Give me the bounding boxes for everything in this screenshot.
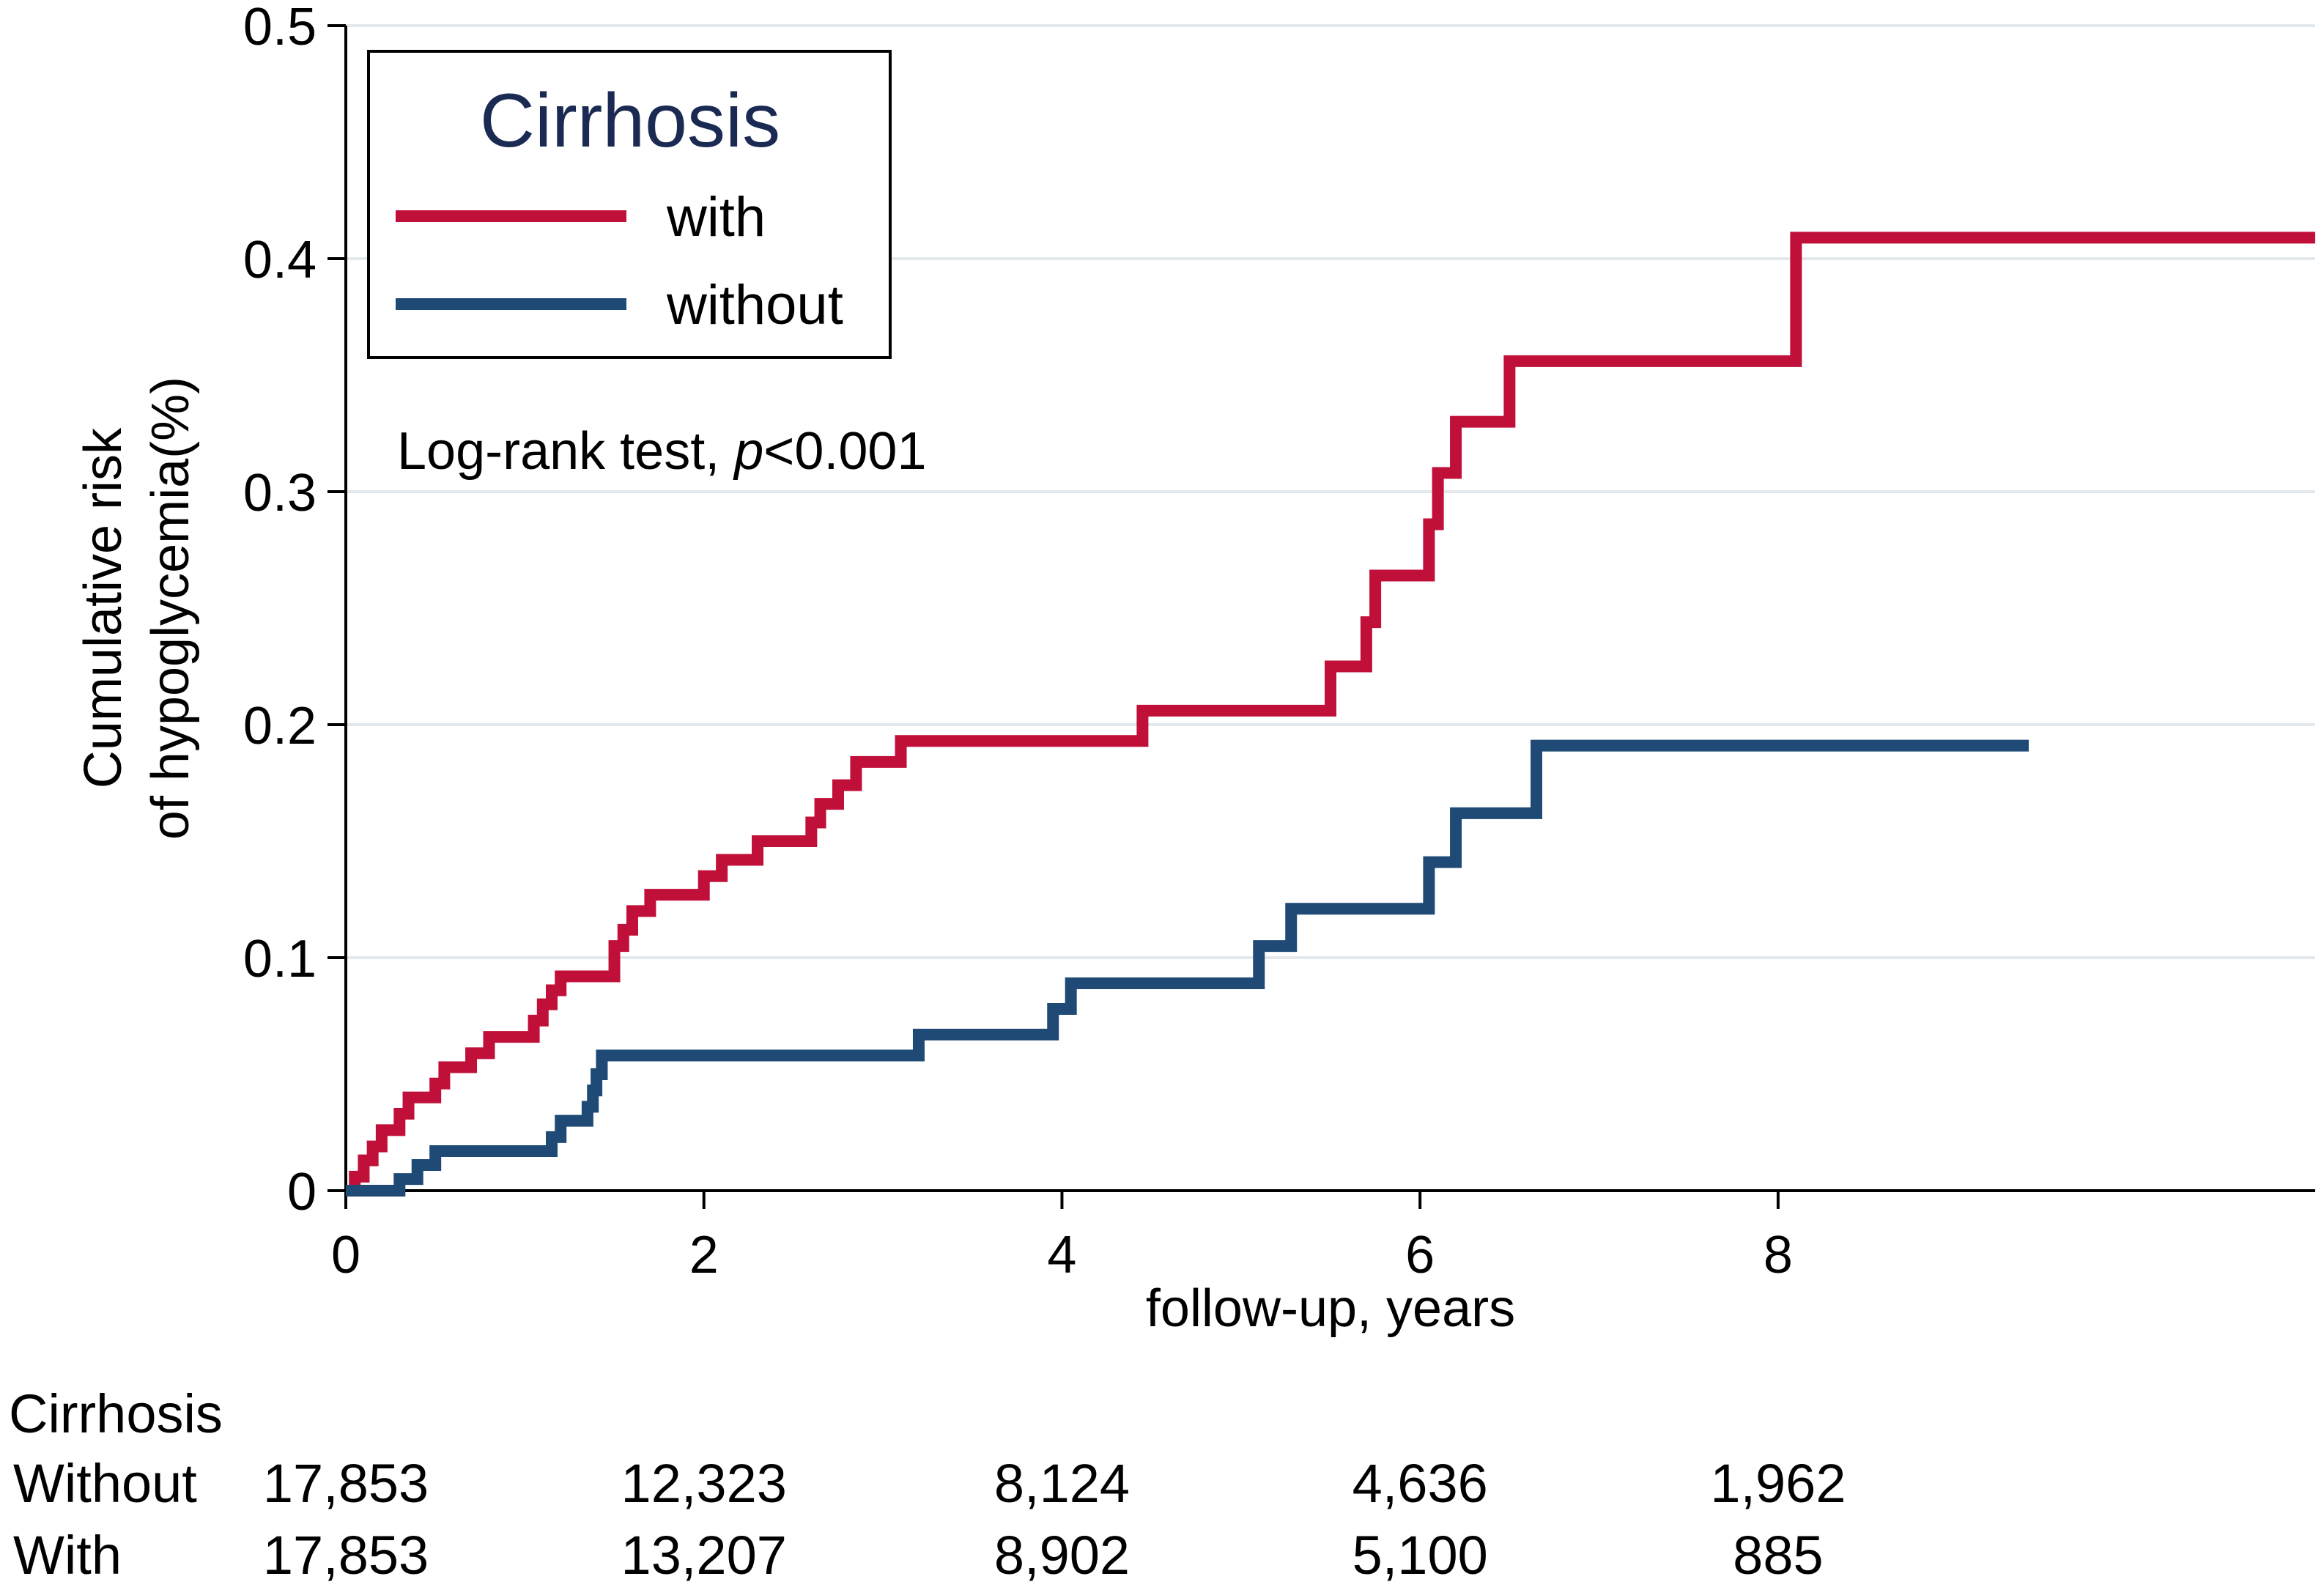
risk-cell-1-0: 17,853 xyxy=(263,1525,429,1586)
series-line-without xyxy=(346,739,2029,1197)
risk-cell-1-2: 8,902 xyxy=(994,1525,1130,1586)
risk-cell-1-3: 5,100 xyxy=(1352,1525,1488,1586)
annotation-p: p xyxy=(733,422,763,481)
risk-cell-0-4: 1,962 xyxy=(1710,1453,1846,1514)
risk-cell-0-3: 4,636 xyxy=(1352,1453,1488,1514)
risk-rows: Without 17,853 12,323 8,124 4,636 1,962 With 17… xyxy=(13,1453,1846,1586)
x-axis-label: follow-up, years xyxy=(1146,1279,1515,1338)
y-axis-label: Cumulative risk of hypoglycemia(%) xyxy=(74,377,200,840)
risk-table-title: Cirrhosis xyxy=(9,1383,223,1444)
legend-label-with: with xyxy=(666,186,766,248)
legend-label-without: without xyxy=(666,274,843,336)
y-tick-label-4: 0.4 xyxy=(243,231,317,289)
x-tick-label-4: 8 xyxy=(1764,1226,1793,1284)
risk-row-label-1: With xyxy=(13,1525,122,1586)
risk-cell-0-0: 17,853 xyxy=(263,1453,429,1514)
x-tick-label-3: 6 xyxy=(1405,1226,1435,1284)
risk-cell-0-1: 12,323 xyxy=(621,1453,787,1514)
y-tick-label-5: 0.5 xyxy=(243,0,317,56)
y-ticks: 0 0.1 0.2 0.3 0.4 0.5 xyxy=(243,0,346,1221)
y-tick-label-1: 0.1 xyxy=(243,930,317,988)
x-tick-label-0: 0 xyxy=(331,1226,360,1284)
legend: Cirrhosis with without xyxy=(367,50,892,359)
annotation-prefix: Log-rank test, xyxy=(397,422,734,481)
y-axis-label-line2: of hypoglycemia(%) xyxy=(141,377,200,840)
series-line-with xyxy=(346,232,2315,1197)
y-axis-label-line1: Cumulative risk xyxy=(74,427,133,788)
x-tick-label-2: 4 xyxy=(1047,1226,1076,1284)
x-ticks: 0 2 4 6 8 xyxy=(331,1191,1793,1284)
risk-row-label-0: Without xyxy=(13,1453,197,1514)
risk-cell-1-4: 885 xyxy=(1733,1525,1823,1586)
x-tick-label-1: 2 xyxy=(689,1226,719,1284)
log-rank-annotation: Log-rank test, p<0.001 xyxy=(397,422,927,481)
series-group xyxy=(346,232,2315,1197)
legend-title: Cirrhosis xyxy=(480,78,780,163)
risk-table: Cirrhosis Without 17,853 12,323 8,124 4,636 1… xyxy=(9,1383,1846,1586)
y-tick-label-2: 0.2 xyxy=(243,697,317,755)
annotation-suffix: <0.001 xyxy=(763,422,926,481)
y-tick-label-3: 0.3 xyxy=(243,464,317,522)
risk-cell-0-2: 8,124 xyxy=(994,1453,1130,1514)
risk-cell-1-1: 13,207 xyxy=(621,1525,787,1586)
y-tick-label-0: 0 xyxy=(287,1163,317,1221)
